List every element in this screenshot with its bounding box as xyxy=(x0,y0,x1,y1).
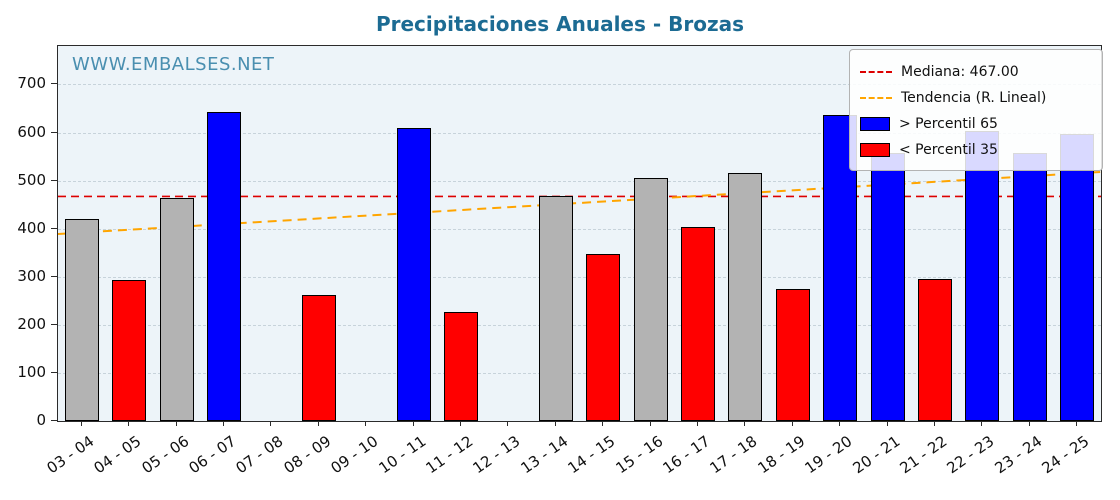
gridline xyxy=(58,132,1101,134)
legend: Mediana: 467.00 Tendencia (R. Lineal) > … xyxy=(849,49,1103,171)
bar-22-23 xyxy=(965,131,1000,421)
x-tick-mark xyxy=(839,421,841,426)
y-tick-label: 400 xyxy=(17,218,46,237)
x-tick-mark xyxy=(697,421,699,426)
y-tick-label: 100 xyxy=(17,362,46,381)
chart-title: Precipitaciones Anuales - Brozas xyxy=(375,12,745,36)
bar-18-19 xyxy=(775,288,810,421)
y-tick-label: 0 xyxy=(36,411,46,429)
x-tick-mark xyxy=(554,421,556,426)
bar-10-11 xyxy=(396,127,431,421)
y-tick-label: 700 xyxy=(17,74,46,93)
y-tick-mark xyxy=(51,179,57,181)
x-tick-mark xyxy=(317,421,319,426)
bar-06-07 xyxy=(206,111,241,421)
x-tick-mark xyxy=(602,421,604,426)
bar-21-22 xyxy=(918,279,953,421)
x-tick-mark xyxy=(80,421,82,426)
trend-dashed-line-swatch xyxy=(860,97,892,99)
gridline xyxy=(58,324,1101,326)
x-tick-mark xyxy=(222,421,224,426)
x-tick-mark xyxy=(175,421,177,426)
bar-05-06 xyxy=(159,198,194,421)
percentil-35-swatch xyxy=(860,143,890,157)
bar-13-14 xyxy=(538,196,573,421)
bar-20-21 xyxy=(870,153,905,421)
x-tick-mark xyxy=(934,421,936,426)
bar-04-05 xyxy=(112,280,147,421)
y-tick-label: 500 xyxy=(17,170,46,189)
bar-24-25 xyxy=(1060,134,1095,421)
x-tick-mark xyxy=(649,421,651,426)
x-tick-mark xyxy=(981,421,983,426)
watermark: WWW.EMBALSES.NET xyxy=(72,54,275,75)
legend-p35-label: < Percentil 35 xyxy=(899,142,998,158)
x-tick-mark xyxy=(1076,421,1078,426)
y-tick-mark xyxy=(51,275,57,277)
y-tick-mark xyxy=(51,131,57,133)
x-tick-mark xyxy=(507,421,509,426)
bar-23-24 xyxy=(1012,153,1047,421)
bar-14-15 xyxy=(586,254,621,421)
bar-17-18 xyxy=(728,173,763,421)
x-tick-mark xyxy=(791,421,793,426)
gridline xyxy=(58,84,1101,86)
x-tick-mark xyxy=(886,421,888,426)
legend-item-trend: Tendencia (R. Lineal) xyxy=(860,85,1092,111)
y-tick-label: 300 xyxy=(17,266,46,285)
y-tick-label: 200 xyxy=(17,314,46,333)
x-tick-mark xyxy=(1028,421,1030,426)
x-tick-mark xyxy=(412,421,414,426)
x-tick-mark xyxy=(744,421,746,426)
y-tick-mark xyxy=(51,227,57,229)
y-tick-mark xyxy=(51,83,57,85)
median-dashed-line-swatch xyxy=(860,71,892,73)
gridline xyxy=(58,372,1101,374)
bar-15-16 xyxy=(633,178,668,421)
legend-item-p65: > Percentil 65 xyxy=(860,111,1092,137)
percentil-65-swatch xyxy=(860,117,890,131)
x-tick-mark xyxy=(365,421,367,426)
legend-trend-label: Tendencia (R. Lineal) xyxy=(901,90,1047,106)
legend-item-p35: < Percentil 35 xyxy=(860,137,1092,163)
x-tick-mark xyxy=(459,421,461,426)
y-tick-label: 600 xyxy=(17,122,46,141)
bar-11-12 xyxy=(443,311,478,421)
legend-p65-label: > Percentil 65 xyxy=(899,116,998,132)
y-tick-mark xyxy=(51,420,57,421)
legend-item-median: Mediana: 467.00 xyxy=(860,59,1092,85)
y-tick-mark xyxy=(51,323,57,325)
x-tick-mark xyxy=(128,421,130,426)
legend-median-label: Mediana: 467.00 xyxy=(901,64,1019,80)
bar-08-09 xyxy=(301,295,336,421)
bar-16-17 xyxy=(681,227,716,421)
y-tick-mark xyxy=(51,371,57,373)
gridline xyxy=(58,276,1101,278)
x-tick-mark xyxy=(270,421,272,426)
bar-03-04 xyxy=(64,219,99,421)
